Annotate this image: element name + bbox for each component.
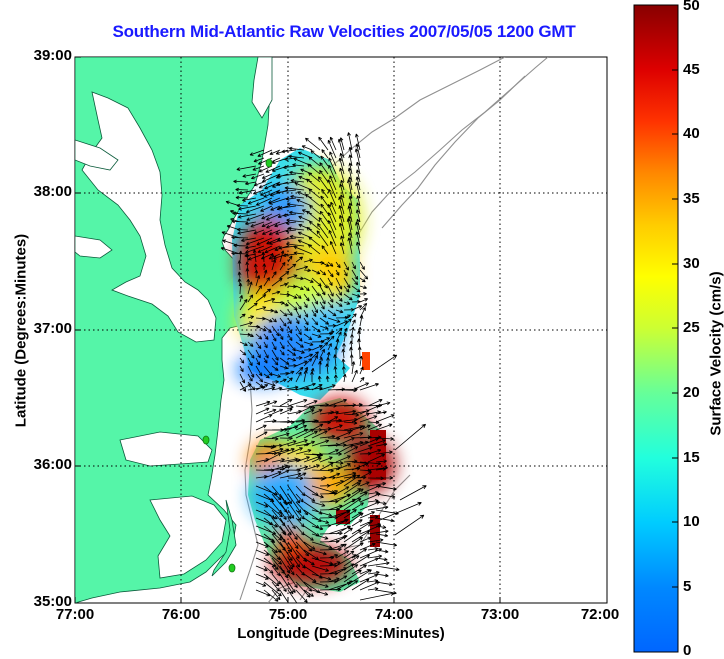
y-tick-label: 36:00 — [33, 456, 72, 473]
delaware-bay — [251, 57, 273, 119]
colorbar-tick-label: 10 — [683, 513, 700, 530]
radar-stations — [202, 158, 273, 573]
colorbar — [633, 4, 679, 653]
outer-banks — [211, 499, 237, 577]
bay-inlet-1 — [75, 139, 119, 171]
y-axis-label: Latitude (Degrees:Minutes) — [12, 233, 30, 428]
albemarle-sound — [119, 431, 213, 467]
vector-arrows — [220, 132, 427, 603]
colorbar-tick-label: 20 — [683, 384, 700, 401]
colorbar-tick-label: 25 — [683, 319, 700, 336]
colorbar-tick-label: 15 — [683, 449, 700, 466]
colorbar-tick-label: 45 — [683, 61, 700, 78]
x-tick-label: 76:00 — [161, 606, 201, 623]
grid-lines — [75, 57, 607, 603]
x-tick-label: 72:00 — [580, 606, 620, 623]
pamlico-sound — [149, 495, 227, 579]
colorbar-label: Surface Velocity (cm/s) — [707, 271, 724, 436]
velocity-vectors — [220, 132, 427, 603]
bay-inlet-2 — [75, 235, 113, 259]
colorbar-tick-label: 50 — [683, 0, 700, 14]
y-tick-label: 35:00 — [33, 593, 72, 610]
radar-station-marker — [228, 563, 236, 573]
radar-station-marker — [265, 158, 273, 168]
colorbar-tick-label: 40 — [683, 125, 700, 142]
y-tick-label: 38:00 — [33, 183, 72, 200]
x-tick-label: 73:00 — [480, 606, 520, 623]
colorbar-ticks — [672, 69, 678, 588]
radar-station-marker — [202, 435, 210, 445]
chesapeake-bay — [81, 91, 217, 343]
colorbar-tick-label: 5 — [683, 578, 692, 595]
y-tick-label: 39:00 — [33, 47, 72, 64]
x-axis-label: Longitude (Degrees:Minutes) — [237, 625, 445, 642]
axis-ticks — [74, 56, 608, 603]
chart-title: Southern Mid-Atlantic Raw Velocities 200… — [112, 22, 576, 41]
x-tick-label: 75:00 — [268, 606, 308, 623]
colorbar-tick-label: 35 — [683, 190, 700, 207]
y-tick-label: 37:00 — [33, 320, 72, 337]
colorbar-tick-label: 0 — [683, 642, 692, 659]
x-tick-label: 77:00 — [55, 606, 95, 623]
x-tick-label: 74:00 — [374, 606, 414, 623]
colorbar-tick-label: 30 — [683, 255, 700, 272]
